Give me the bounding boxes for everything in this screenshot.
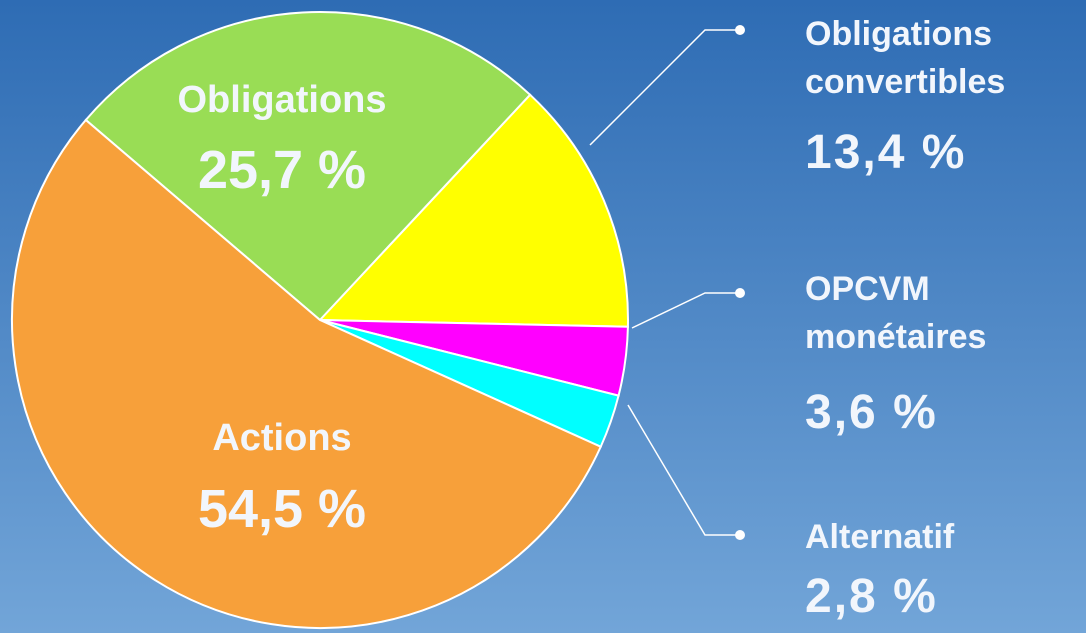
callout-label: Obligations convertibles (805, 15, 1005, 101)
value-label: 25,7 % (198, 140, 366, 200)
pie-slice (317, 93, 629, 328)
callout-label: Alternatif (805, 518, 955, 556)
pie-slice (11, 118, 603, 629)
pie-slice (84, 11, 532, 322)
leader-line (631, 292, 740, 329)
slice-label: Actions (212, 417, 351, 459)
value-label: 13,4 % (805, 126, 966, 179)
leader-dot (735, 530, 745, 540)
leader-dot (735, 25, 745, 35)
leader-dot (735, 288, 745, 298)
slice-label: Obligations (178, 79, 387, 121)
callout-label: OPCVM monétaires (805, 270, 986, 356)
value-label: 2,8 % (805, 570, 938, 623)
value-label: 54,5 % (198, 479, 366, 539)
leader-line (589, 29, 740, 146)
leader-line (627, 404, 740, 536)
value-label: 3,6 % (805, 386, 938, 439)
